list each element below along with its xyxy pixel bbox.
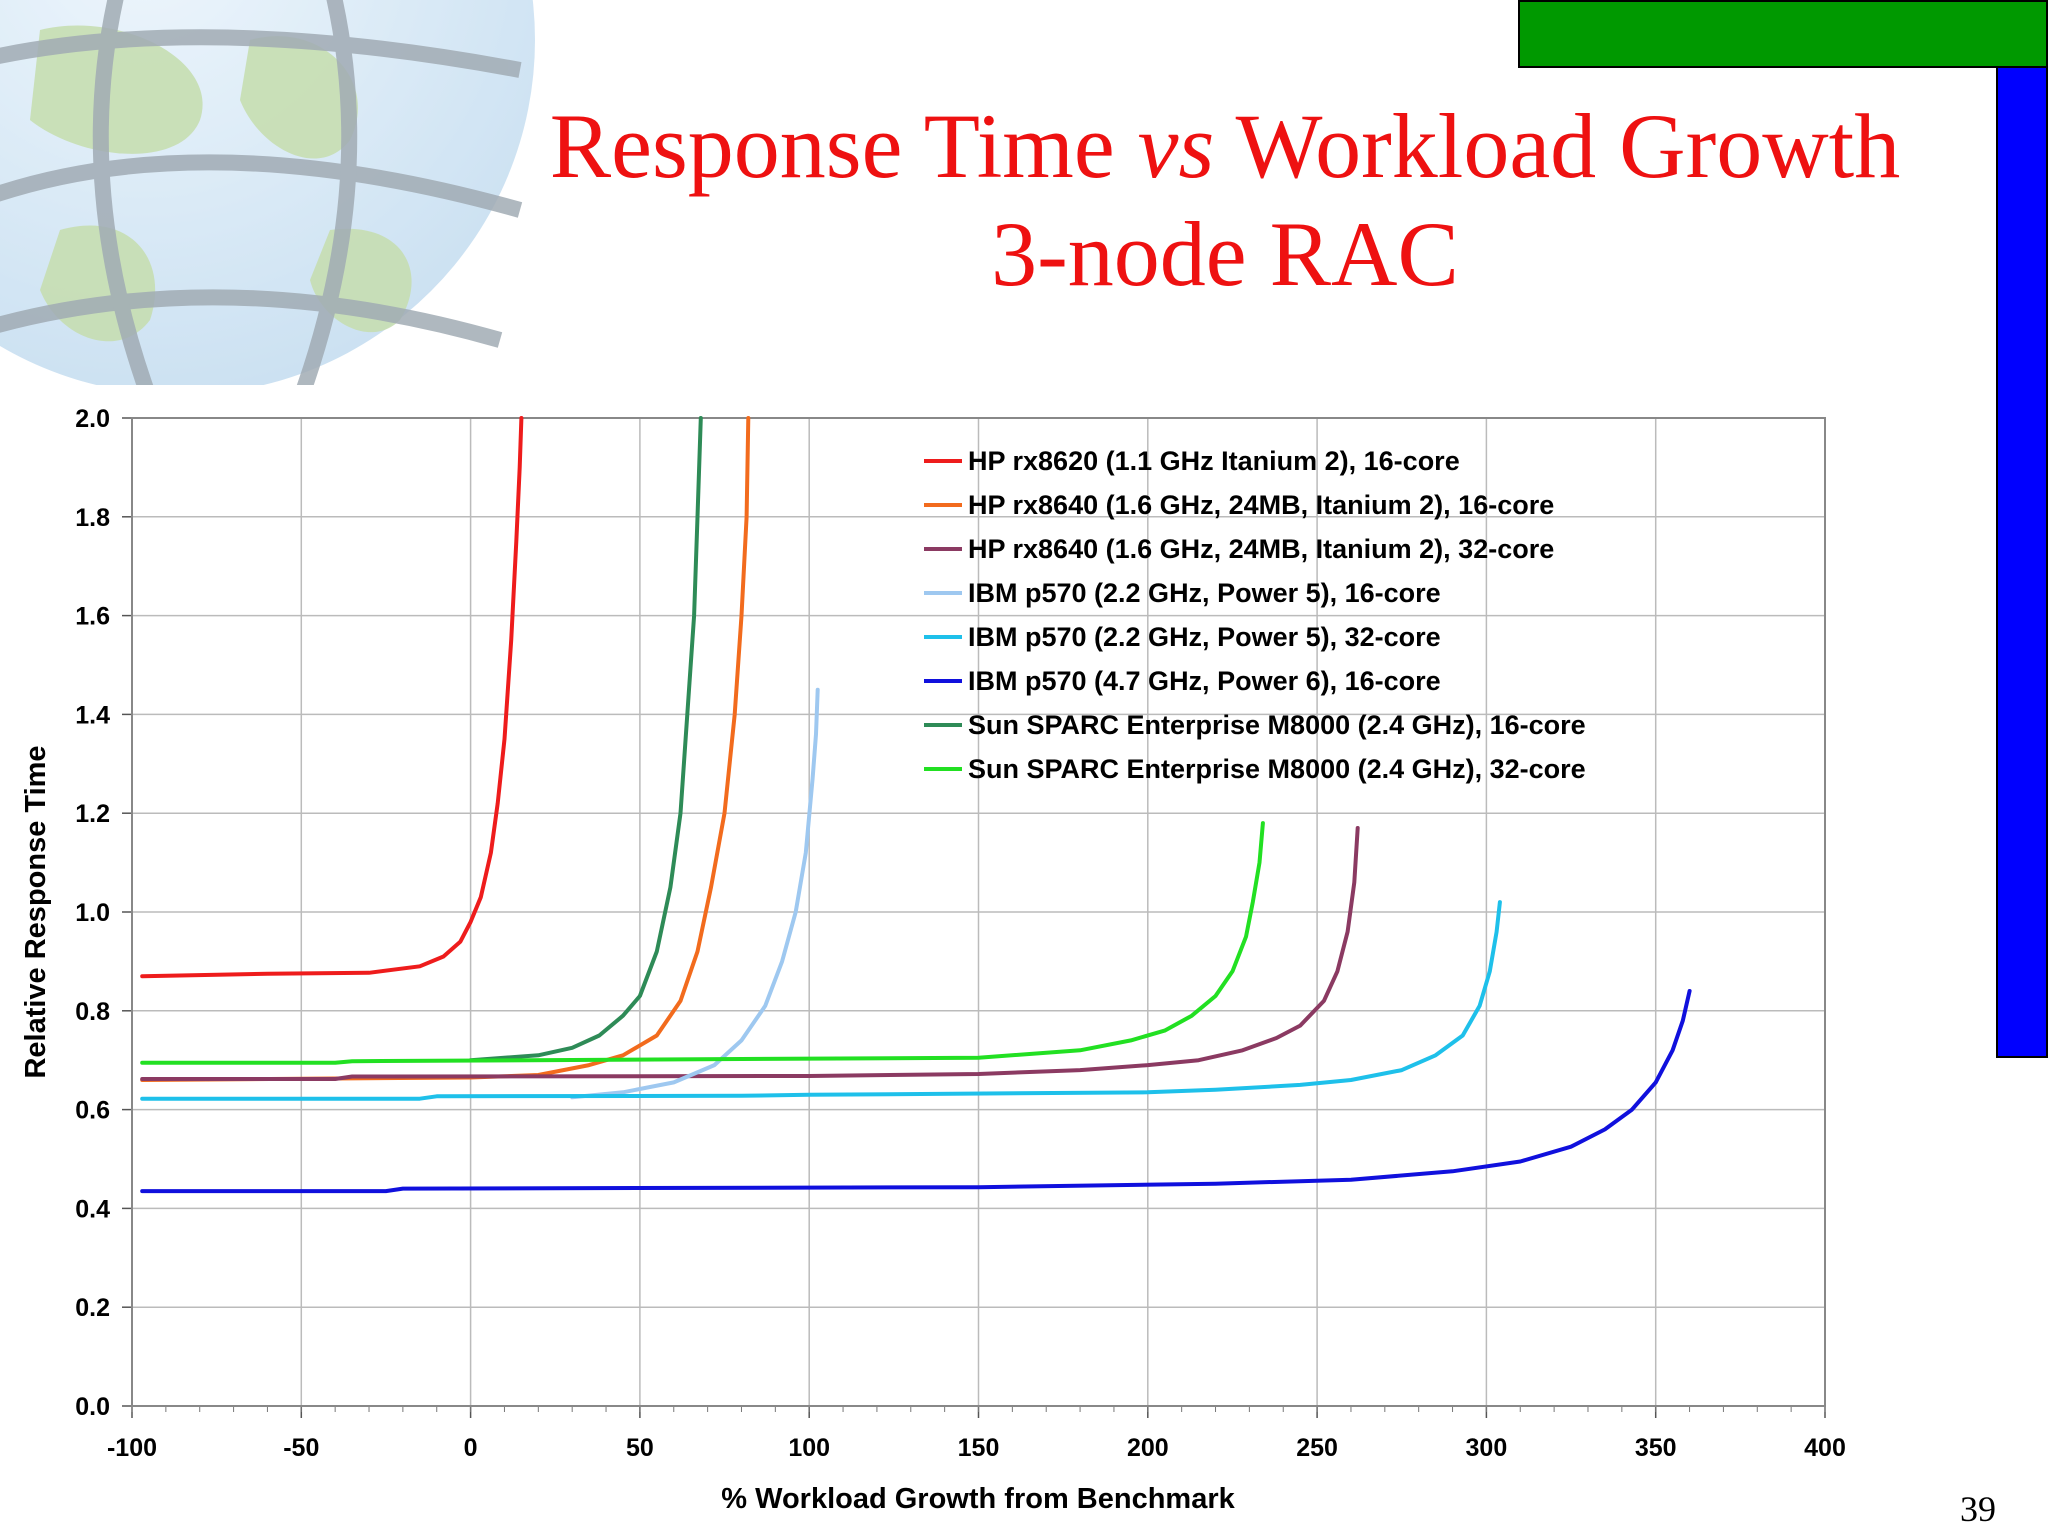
x-tick-label: 200 (1127, 1434, 1169, 1462)
series-line-3 (570, 687, 820, 1100)
legend-entry-1: HP rx8640 (1.6 GHz, 24MB, Itanium 2), 16… (968, 490, 1554, 520)
x-tick-label: 0 (464, 1434, 478, 1462)
y-tick-label: 0.4 (75, 1195, 110, 1223)
x-tick-labels: -100 -50 0 50 100 150 200 250 300 350 400 (107, 1434, 1846, 1462)
legend-entry-3: IBM p570 (2.2 GHz, Power 5), 16-core (968, 578, 1441, 608)
green-accent-bar (1518, 0, 2048, 68)
y-tick-label: 1.6 (75, 603, 110, 631)
x-tick-label: 50 (626, 1434, 654, 1462)
y-tick-label: 1.2 (75, 800, 110, 828)
y-tick-label: 0.2 (75, 1294, 110, 1322)
slide-number: 39 (1960, 1489, 1996, 1529)
x-tick-label: 100 (788, 1434, 830, 1462)
series-line-1 (140, 416, 751, 1082)
x-tick-label: 400 (1804, 1434, 1846, 1462)
globe-logo-icon (0, 0, 540, 385)
title-part-b: Workload Growth (1214, 95, 1901, 197)
plot-area-border (131, 417, 1826, 1407)
y-tick-label: 1.0 (75, 899, 110, 927)
legend-entry-0: HP rx8620 (1.1 GHz Itanium 2), 16-core (968, 446, 1460, 476)
series-line-5 (140, 989, 1692, 1194)
series-line-7 (140, 821, 1265, 1065)
x-axis-label: % Workload Growth from Benchmark (721, 1483, 1235, 1515)
title-part-a: Response Time (549, 95, 1138, 197)
y-tick-label: 1.4 (75, 701, 110, 729)
legend-entry-4: IBM p570 (2.2 GHz, Power 5), 32-core (968, 622, 1441, 652)
x-tick-label: 350 (1635, 1434, 1677, 1462)
series-line-0 (140, 416, 524, 979)
y-tick-label: 1.8 (75, 504, 110, 532)
x-tick-label: 250 (1296, 1434, 1338, 1462)
series-lines (140, 416, 1692, 1194)
title-part-vs: vs (1137, 95, 1215, 197)
y-axis-label: Relative Response Time (20, 745, 52, 1078)
legend-entry-2: HP rx8640 (1.6 GHz, 24MB, Itanium 2), 32… (968, 534, 1554, 564)
title-line-2: 3-node RAC (991, 203, 1459, 305)
x-tick-label: -100 (107, 1434, 157, 1462)
legend-entry-7: Sun SPARC Enterprise M8000 (2.4 GHz), 32… (968, 754, 1586, 784)
legend-entry-6: Sun SPARC Enterprise M8000 (2.4 GHz), 16… (968, 710, 1586, 740)
y-tick-label: 0.8 (75, 998, 110, 1026)
series-line-6 (468, 416, 703, 1063)
chart-grid (122, 417, 1826, 1418)
x-tick-label: 150 (958, 1434, 1000, 1462)
chart-legend: HP rx8620 (1.1 GHz Itanium 2), 16-core HP… (924, 446, 1586, 784)
y-tick-label: 0.6 (75, 1097, 110, 1125)
x-tick-label: 300 (1466, 1434, 1508, 1462)
x-tick-label: -50 (283, 1434, 319, 1462)
y-tick-label: 0.0 (75, 1393, 110, 1421)
blue-accent-bar (1996, 66, 2048, 1058)
legend-entry-5: IBM p570 (4.7 GHz, Power 6), 16-core (968, 666, 1441, 696)
series-line-4 (140, 900, 1502, 1101)
y-tick-label: 2.0 (75, 405, 110, 433)
y-tick-labels: 0.0 0.2 0.4 0.6 0.8 1.0 1.2 1.4 1.6 1.8 2.0 (75, 405, 110, 1421)
slide-title: Response Time vs Workload Growth 3-node … (480, 92, 1970, 308)
series-line-2 (140, 826, 1360, 1081)
